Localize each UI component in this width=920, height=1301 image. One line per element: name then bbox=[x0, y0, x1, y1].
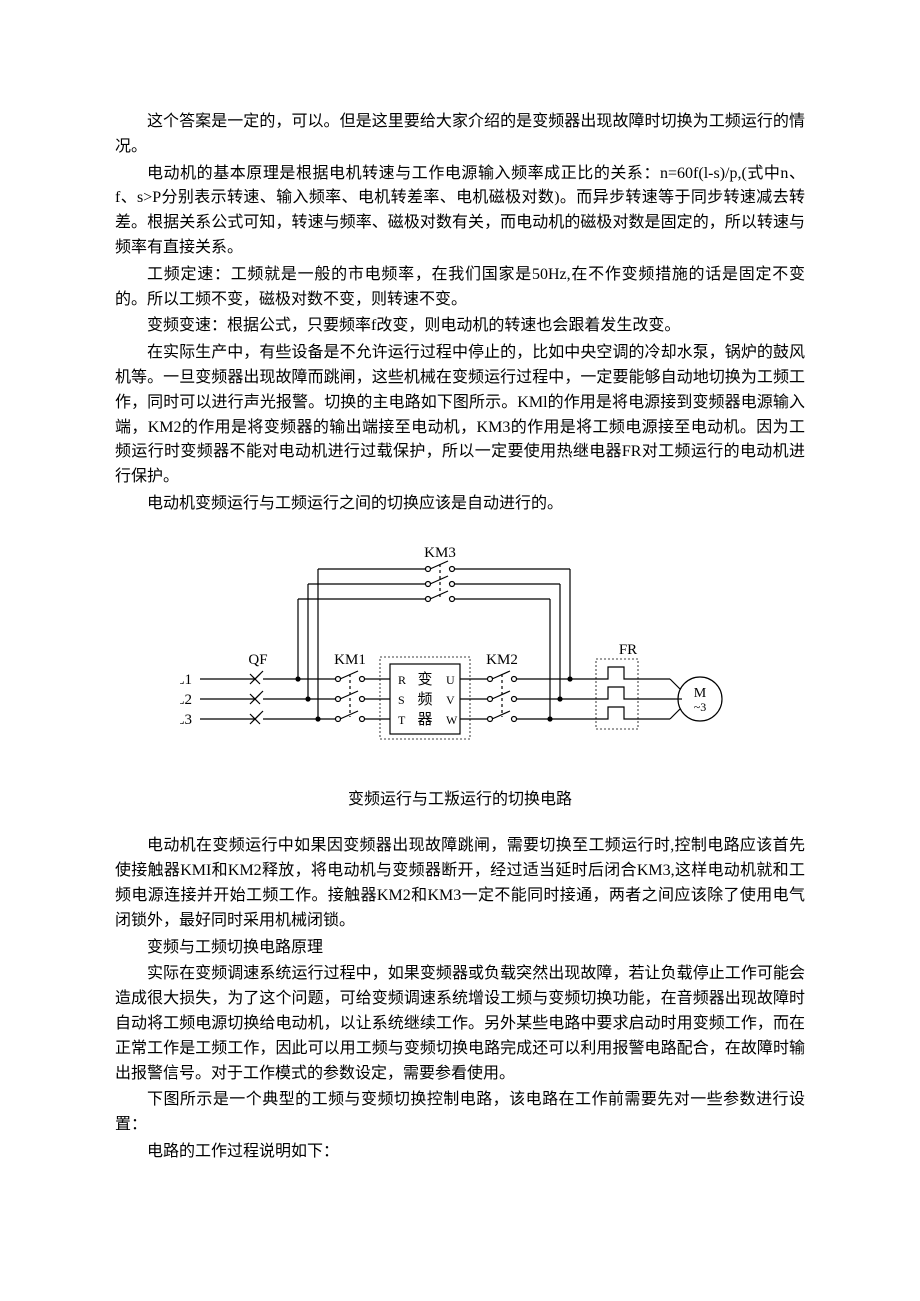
paragraph: 变频变速：根据公式，只要频率f改变，则电动机的转速也会跟着发生改变。 bbox=[115, 314, 805, 339]
paragraph: 变频与工频切换电路原理 bbox=[115, 936, 805, 961]
label-km2: KM2 bbox=[486, 652, 518, 668]
label-motor2: ~3 bbox=[694, 700, 707, 714]
label-inv2: 频 bbox=[417, 691, 432, 708]
paragraph: 电动机变频运行与工频运行之间的切换应该是自动进行的。 bbox=[115, 492, 805, 517]
label-km1: KM1 bbox=[334, 652, 366, 668]
document-page: 这个答案是一定的，可以。但是这里要给大家介绍的是变频器出现故障时切换为工频运行的… bbox=[0, 0, 920, 1227]
label-inv-r: R bbox=[398, 673, 406, 687]
label-inv-u: U bbox=[446, 673, 455, 687]
label-inv-v: V bbox=[446, 693, 455, 707]
paragraph: 实际在变频调速系统运行过程中，如果变频器或负载突然出现故障，若让负载停止工作可能… bbox=[115, 962, 805, 1086]
paragraph: 电动机的基本原理是根据电机转速与工作电源输入频率成正比的关系：n=60f(l-s… bbox=[115, 162, 805, 261]
label-motor1: M bbox=[694, 686, 707, 701]
circuit-diagram: L1 L2 L3 QF KM1 KM2 KM3 FR R S T U V W 变… bbox=[180, 539, 740, 778]
label-inv-s: S bbox=[398, 693, 405, 707]
label-inv-t: T bbox=[398, 713, 406, 727]
label-fr: FR bbox=[619, 642, 637, 658]
circuit-svg: L1 L2 L3 QF KM1 KM2 KM3 FR R S T U V W 变… bbox=[180, 539, 740, 769]
paragraph: 在实际生产中，有些设备是不允许运行过程中停止的，比如中央空调的冷却水泵，锅炉的鼓… bbox=[115, 341, 805, 490]
paragraph: 这个答案是一定的，可以。但是这里要给大家介绍的是变频器出现故障时切换为工频运行的… bbox=[115, 110, 805, 160]
label-l2: L2 bbox=[180, 692, 192, 708]
label-inv3: 器 bbox=[417, 712, 432, 728]
paragraph: 电动机在变频运行中如果因变频器出现故障跳闸，需要切换至工频运行时,控制电路应该首… bbox=[115, 834, 805, 933]
label-qf: QF bbox=[248, 652, 267, 668]
label-km3: KM3 bbox=[424, 545, 456, 561]
label-l1: L1 bbox=[180, 672, 192, 688]
label-inv1: 变 bbox=[417, 671, 432, 688]
label-inv-w: W bbox=[446, 713, 458, 727]
paragraph: 工频定速：工频就是一般的市电频率，在我们国家是50Hz,在不作变频措施的话是固定… bbox=[115, 263, 805, 313]
paragraph: 电路的工作过程说明如下： bbox=[115, 1140, 805, 1165]
paragraph: 下图所示是一个典型的工频与变频切换控制电路，该电路在工作前需要先对一些参数进行设… bbox=[115, 1088, 805, 1138]
figure-caption: 变频运行与工叛运行的切换电路 bbox=[115, 788, 805, 813]
label-l3: L3 bbox=[180, 712, 192, 728]
